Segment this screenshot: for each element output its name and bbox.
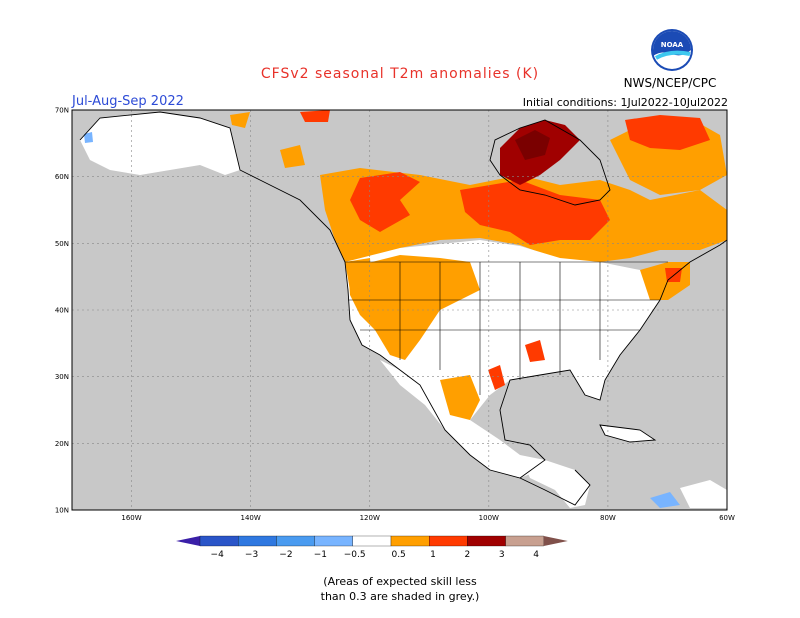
latitude-label: 30N	[55, 373, 69, 381]
colorbar-label: 0.5	[391, 550, 405, 560]
colorbar-arrow-left	[176, 536, 200, 546]
longitude-label: 120W	[360, 514, 380, 522]
land-usa-west-orange	[348, 255, 480, 360]
land-labrador-red	[625, 115, 710, 150]
land-canada-red-2	[460, 180, 610, 245]
land-sa-white	[680, 480, 727, 508]
land-central-red	[525, 340, 545, 362]
organization-label: NWS/NCEP/CPC	[623, 76, 717, 90]
land-regions	[80, 110, 727, 508]
colorbar-label: −1	[314, 550, 327, 560]
longitude-labels: 160W 140W 120W 100W 80W 60W	[121, 514, 735, 522]
land-arctic-orange	[230, 112, 250, 128]
land-alaska-blue	[84, 132, 93, 143]
latitude-label: 60N	[55, 173, 69, 181]
colorbar-swatch	[276, 535, 315, 547]
longitude-label: 60W	[719, 514, 735, 522]
noaa-logo-icon: NOAA	[651, 29, 693, 71]
colorbar-label: 4	[533, 550, 539, 560]
colorbar-arrow-right	[543, 536, 568, 546]
colorbar-swatch	[352, 535, 392, 547]
land-caribbean-white	[600, 425, 655, 442]
colorbar-swatch	[505, 535, 544, 547]
colorbar-label: 3	[499, 550, 505, 560]
longitude-label: 80W	[600, 514, 616, 522]
latitude-label: 50N	[55, 240, 69, 248]
colorbar-swatch	[390, 535, 430, 547]
skill-note: (Areas of expected skill less than 0.3 a…	[300, 574, 500, 604]
colorbar-label: −0.5	[344, 550, 366, 560]
land-sa-blue	[650, 492, 680, 508]
latitude-labels: 70N 60N 50N 40N 30N 20N 10N	[55, 107, 69, 515]
longitude-label: 100W	[479, 514, 499, 522]
map-title: CFSv2 seasonal T2m anomalies (K)	[260, 66, 540, 82]
land-mexico-orange	[440, 375, 480, 420]
colorbar-label: −3	[245, 550, 258, 560]
graticule	[72, 110, 727, 510]
colorbar-swatch	[238, 535, 277, 547]
latitude-label: 70N	[55, 107, 69, 115]
colorbar-label: −2	[279, 550, 292, 560]
skill-note-line1: (Areas of expected skill less	[323, 575, 477, 588]
noaa-logo-text: NOAA	[661, 41, 684, 49]
land-yukon-orange	[280, 145, 305, 168]
colorbar-swatch	[429, 535, 468, 547]
colorbar-label: 1	[430, 550, 436, 560]
longitude-label: 160W	[121, 514, 141, 522]
land-canada-red	[350, 172, 420, 232]
land-hudson-darkred-2	[515, 130, 550, 160]
colorbar-swatch	[314, 535, 353, 547]
skill-note-line2: than 0.3 are shaded in grey.)	[320, 590, 480, 603]
map-frame	[71, 109, 728, 511]
latitude-label: 10N	[55, 507, 69, 515]
colorbar-swatch	[467, 535, 506, 547]
land-central-america-white	[520, 455, 590, 508]
land-mexico-white	[380, 360, 540, 478]
land-arctic-red	[300, 110, 330, 122]
colorbar-label: −4	[211, 550, 225, 560]
land-pnw-orange	[345, 258, 372, 290]
colorbar-swatch	[199, 535, 239, 547]
forecast-period: Jul-Aug-Sep 2022	[72, 94, 184, 109]
latitude-label: 20N	[55, 440, 69, 448]
state-borders	[345, 261, 668, 395]
latitude-label: 40N	[55, 307, 69, 315]
longitude-label: 140W	[240, 514, 260, 522]
land-alaska-white	[80, 112, 240, 175]
land-texas-red	[488, 365, 505, 390]
colorbar-label: 2	[465, 550, 471, 560]
coastlines	[79, 111, 728, 506]
initial-conditions: Initial conditions: 1Jul2022-10Jul2022	[522, 96, 728, 109]
